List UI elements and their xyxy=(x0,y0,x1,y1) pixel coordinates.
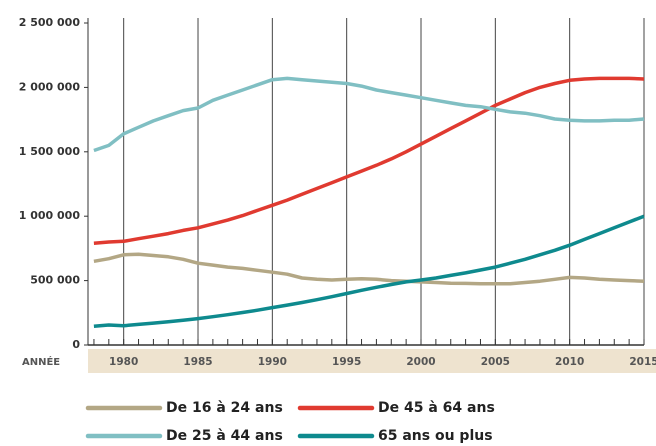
x-tick-label: 2010 xyxy=(555,356,584,368)
legend-label: De 45 à 64 ans xyxy=(378,400,495,416)
legend-label: 65 ans ou plus xyxy=(378,428,493,444)
line-series xyxy=(93,214,645,329)
x-tick-label: 1990 xyxy=(258,356,287,368)
legend-label: De 25 à 44 ans xyxy=(166,428,283,444)
legend-label: De 16 à 24 ans xyxy=(166,400,283,416)
line-series xyxy=(93,252,645,286)
y-tick-label: 1 000 000 xyxy=(19,209,81,222)
line-series xyxy=(93,76,645,153)
y-tick-label: 0 xyxy=(72,338,80,351)
x-axis-band xyxy=(88,349,656,373)
x-tick-label: 2005 xyxy=(481,356,510,368)
x-tick-label: 1980 xyxy=(109,356,138,368)
x-tick-label: 1985 xyxy=(183,356,212,368)
x-tick-label: 2000 xyxy=(406,356,435,368)
y-tick-label: 2 000 000 xyxy=(19,80,81,93)
x-axis-label: ANNÉE xyxy=(22,355,60,368)
y-tick-label: 2 500 000 xyxy=(19,16,81,29)
x-tick-label: 1995 xyxy=(332,356,361,368)
line-series xyxy=(93,76,645,245)
y-tick-label: 1 500 000 xyxy=(19,145,81,158)
y-tick-label: 500 000 xyxy=(30,274,80,287)
x-tick-label: 2015 xyxy=(629,356,656,368)
